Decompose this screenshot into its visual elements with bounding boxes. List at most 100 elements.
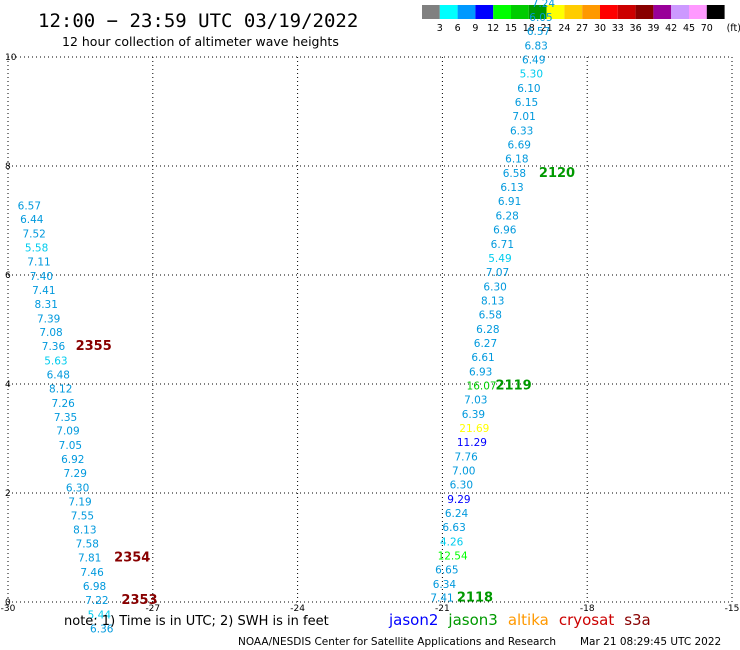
legend-swatch [689,5,707,19]
legend-swatch [422,5,440,19]
legend-swatch [671,5,689,19]
time-label: 2119 [495,378,531,393]
data-point: 6.61 [471,352,494,364]
data-point: 6.58 [479,310,502,322]
data-point: 7.07 [486,267,509,279]
data-point: 7.08 [39,327,62,339]
data-point: 7.11 [27,257,50,269]
data-point: 8.13 [481,295,504,307]
y-tick-label: 0 [5,598,11,608]
data-point: 7.01 [512,111,535,123]
legend-swatch [600,5,618,19]
data-point: 6.13 [500,182,523,194]
y-tick-label: 2 [5,489,11,499]
data-point: 6.63 [442,522,465,534]
legend-label: 27 [576,23,588,34]
data-point: 7.46 [80,567,104,579]
data-point: 7.19 [68,497,91,509]
data-point: 6.28 [495,210,518,222]
data-point: 6.57 [527,26,550,38]
data-point: 5.30 [520,69,543,81]
data-point: 8.12 [49,384,72,396]
footer-credit: NOAA/NESDIS Center for Satellite Applica… [238,636,556,648]
data-point: 6.36 [90,624,114,636]
legend-swatch [564,5,583,19]
data-point: 6.39 [462,409,485,421]
data-point: 7.41 [32,285,55,297]
data-point: 6.30 [450,480,473,492]
data-point: 6.57 [18,201,41,213]
data-point: 6.65 [435,565,458,577]
data-point: 12.54 [438,550,468,562]
data-points: 6.576.447.525.587.117.407.418.317.397.08… [18,0,556,636]
legend-swatch [582,5,600,19]
x-tick-label: -30 [1,604,16,614]
legend-label: 9 [472,23,478,34]
data-point: 7.81 [78,553,101,565]
legend-swatch [475,5,494,19]
chart-subtitle: 12 hour collection of altimeter wave hei… [62,34,339,49]
satellite-legend: jason2 jason3 altika cryosat s3a [388,611,651,629]
legend-label: 36 [630,23,642,34]
y-tick-label: 8 [5,162,11,172]
data-point: 8.31 [35,299,58,311]
data-point: 7.05 [59,440,82,452]
data-point: 9.29 [447,494,470,506]
satellite-s3a-label: s3a [624,611,651,629]
satellite-altika-label: altika [508,611,549,629]
x-tick-label: -27 [145,604,160,614]
y-tick-label: 4 [5,380,11,390]
data-point: 7.03 [464,395,487,407]
satellite-jason3-label: jason3 [447,611,497,629]
data-point: 6.30 [483,281,506,293]
time-label: 2353 [121,593,157,608]
chart-title: 12:00 − 23:59 UTC 03/19/2022 [38,10,358,32]
data-point: 6.28 [476,324,499,336]
data-point: 4.26 [440,536,464,548]
data-point: 6.49 [522,55,545,67]
data-point: 7.26 [51,398,75,410]
note-text: note: 1) Time is in UTC; 2) SWH is in fe… [64,614,329,629]
data-point: 21.69 [459,423,489,435]
data-point: 6.98 [83,581,106,593]
legend-label: 12 [487,23,499,34]
legend-swatch [653,5,672,19]
legend-label: 42 [665,23,677,34]
data-point: 6.27 [474,338,497,350]
data-point: 6.15 [515,97,538,109]
time-label: 2120 [539,166,575,181]
legend-swatch [546,5,565,19]
data-point: 6.05 [529,12,552,24]
data-point: 7.35 [54,412,77,424]
x-tick-label: -24 [290,604,305,614]
data-point: 7.58 [76,539,99,551]
x-tick-label: -18 [580,604,595,614]
time-label: 2118 [457,590,493,605]
x-tick-label: -21 [435,604,450,614]
footer-timestamp: Mar 21 08:29:45 UTC 2022 [580,636,721,648]
legend-label: 33 [612,23,624,34]
legend-swatch [511,5,529,19]
data-point: 6.44 [20,214,44,226]
data-point: 6.92 [61,454,84,466]
data-point: 6.93 [469,366,492,378]
legend-label: 70 [701,23,713,34]
data-point: 7.09 [56,426,79,438]
y-tick-label: 10 [5,53,17,63]
data-point: 11.29 [457,437,487,449]
axis-tick-labels: -30 -27 -24 -21 -18 -15 0 2 4 6 8 10 [1,53,740,614]
legend-swatch [528,5,547,19]
data-point: 6.33 [510,125,533,137]
data-point: 7.36 [42,341,66,353]
legend-swatch [493,5,511,19]
y-tick-label: 6 [5,271,11,281]
data-point: 6.96 [493,225,517,237]
data-point: 5.58 [25,243,48,255]
data-point: 7.29 [64,468,87,480]
legend-label: 18 [523,23,535,34]
legend-label: 21 [541,23,553,34]
data-point: 6.69 [508,140,531,152]
color-legend: 3 6 9 12 15 18 21 24 27 30 33 36 39 42 45 70 (ft) [422,5,740,34]
